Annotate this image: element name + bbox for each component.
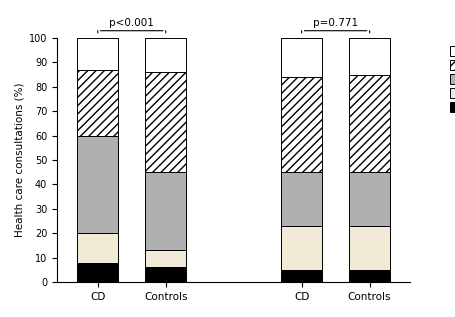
Y-axis label: Health care consultations (%): Health care consultations (%) — [15, 83, 25, 237]
Text: p=0.771: p=0.771 — [313, 18, 358, 28]
Bar — [281, 270, 321, 282]
Bar — [349, 75, 389, 172]
Bar — [77, 262, 118, 282]
Bar — [281, 172, 321, 226]
Bar — [145, 250, 186, 268]
Bar — [281, 38, 321, 77]
Bar — [349, 270, 389, 282]
Bar — [349, 226, 389, 270]
Bar — [77, 233, 118, 262]
Text: p<0.001: p<0.001 — [109, 18, 154, 28]
Bar — [145, 38, 186, 72]
Bar — [281, 77, 321, 172]
Bar — [77, 136, 118, 233]
Bar — [281, 226, 321, 270]
Bar — [145, 268, 186, 282]
Bar — [145, 72, 186, 172]
Bar — [77, 38, 118, 70]
Bar — [77, 70, 118, 136]
Bar — [349, 172, 389, 226]
Bar — [349, 38, 389, 75]
Legend: 0, 1-2, 3-6, 7-10, 11 or more: 0, 1-2, 3-6, 7-10, 11 or more — [446, 43, 455, 116]
Bar — [145, 172, 186, 250]
